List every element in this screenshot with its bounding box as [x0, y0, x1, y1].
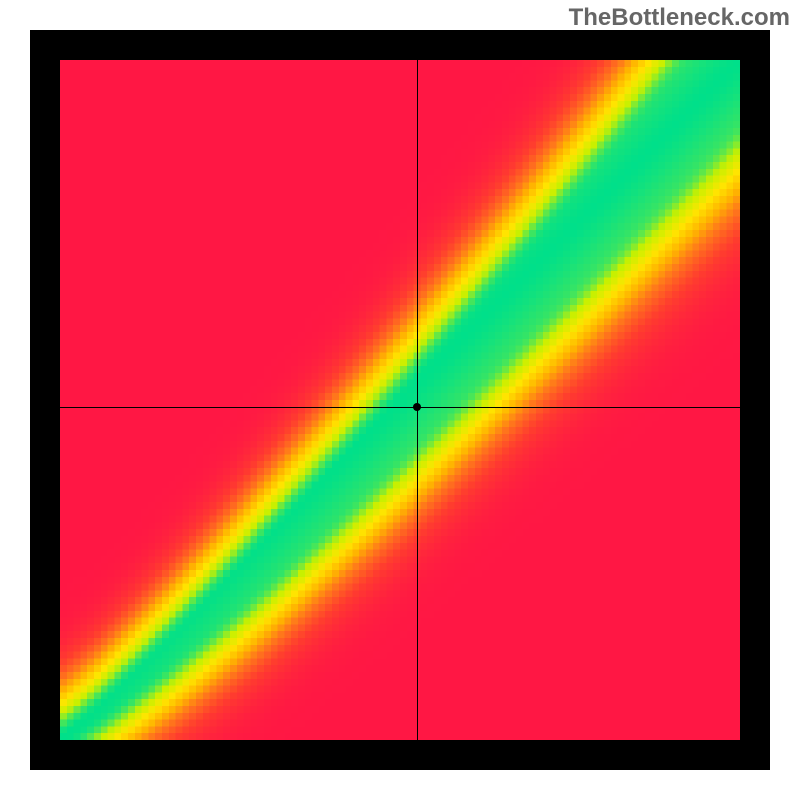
heatmap-plot [60, 60, 740, 740]
crosshair-vertical [417, 60, 418, 740]
heatmap-canvas [60, 60, 740, 740]
chart-outer-frame [30, 30, 770, 770]
watermark-text: TheBottleneck.com [569, 4, 790, 32]
crosshair-horizontal [60, 407, 740, 408]
chart-container: TheBottleneck.com [0, 0, 800, 800]
marker-dot [413, 403, 421, 411]
